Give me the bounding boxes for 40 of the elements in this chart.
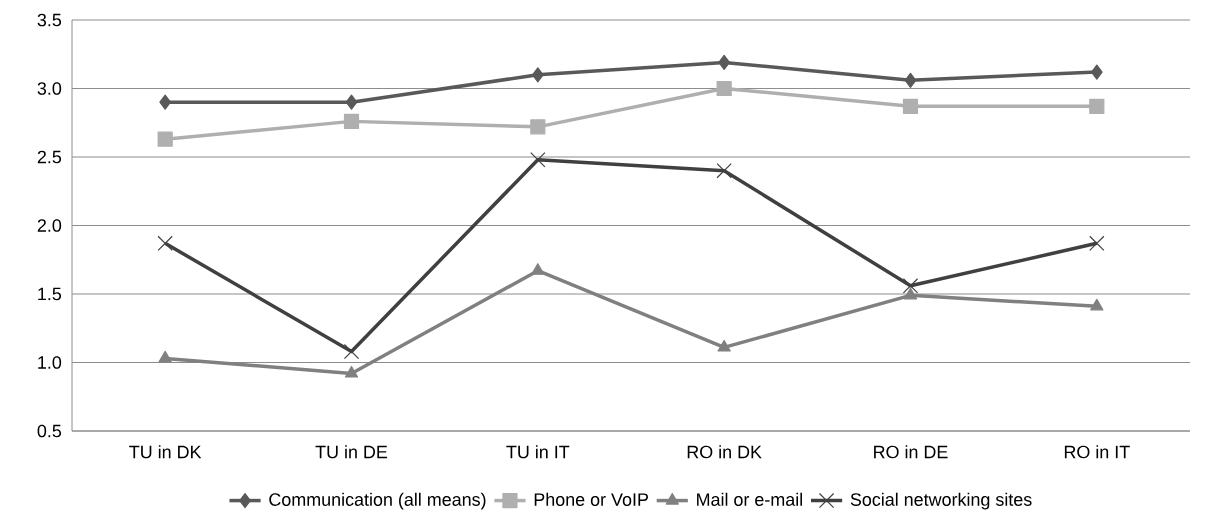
y-tick-label: 2.5 (37, 150, 62, 164)
point (718, 54, 731, 71)
y-tick-label: 3.0 (37, 82, 62, 95)
point (531, 67, 544, 83)
point (716, 163, 732, 179)
legend-label: Mail or e-mail (697, 492, 802, 506)
point (530, 119, 546, 135)
point (531, 263, 545, 275)
point (1089, 235, 1105, 251)
point (157, 131, 173, 147)
point (902, 98, 919, 114)
point (344, 365, 359, 378)
x-tick-label: RO in DE (874, 445, 948, 459)
x-tick-label: RO in IT (1064, 445, 1130, 459)
point (1090, 298, 1104, 311)
y-tick-label: 3.5 (37, 13, 62, 27)
point (158, 350, 172, 363)
legend-label: Phone or VoIP (534, 492, 648, 506)
point (1089, 98, 1105, 114)
legend-label: Communication (all means) (269, 492, 486, 510)
x-tick-label: RO in DK (687, 445, 762, 459)
point (530, 152, 546, 168)
point (345, 94, 358, 110)
point (716, 80, 732, 97)
point (717, 339, 731, 352)
x-tick-label: TU in IT (506, 445, 570, 459)
legend-label: Social networking sites (850, 492, 1032, 510)
point (159, 94, 172, 110)
point (1090, 64, 1103, 80)
point (157, 235, 173, 251)
point (343, 113, 360, 129)
y-tick-label: 2.0 (37, 219, 62, 232)
y-tick-label: 1.5 (38, 287, 62, 301)
x-tick-label: TU in DE (315, 445, 388, 459)
y-tick-label: 0.5 (37, 424, 62, 438)
x-tick-label: TU in DK (129, 445, 202, 459)
y-tick-label: 1.0 (38, 356, 62, 369)
point (902, 278, 919, 294)
point (904, 72, 917, 88)
point (903, 287, 918, 300)
